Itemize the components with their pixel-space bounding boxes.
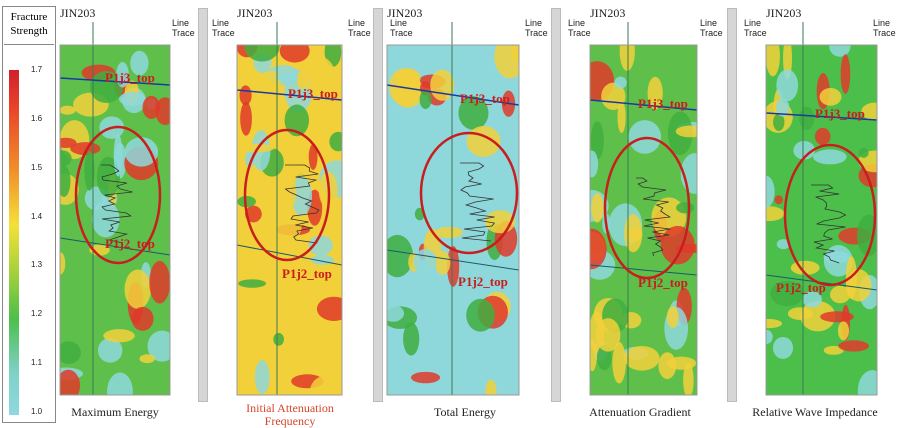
attribute-blob [754,206,785,221]
attribute-blob [776,69,798,101]
attribute-blob [841,54,851,94]
attribute-blob [859,148,869,158]
attribute-blob [773,337,793,359]
attribute-blob [846,269,872,301]
attribute-blob [820,311,854,322]
page: Fracture Strength (() => { const data = … [0,0,901,428]
attribute-blob [858,370,887,411]
attribute-blob [838,340,869,351]
attribute-panel: P1j3_top P1j2_top [0,0,901,428]
horizon-label: P1j3_top [815,106,865,121]
attribute-blob [788,307,813,320]
horizon-label: P1j2_top [776,280,826,295]
attribute-blob [815,128,831,145]
attribute-blob [766,36,780,77]
attribute-blob [774,195,782,204]
attribute-blob [799,107,814,130]
attribute-blob [838,321,849,340]
attribute-blob [861,103,887,120]
attribute-blob [820,88,842,106]
attribute-image [754,35,893,411]
attribute-blob [754,319,783,328]
attribute-blob [813,149,847,164]
attribute-blob [829,35,850,56]
